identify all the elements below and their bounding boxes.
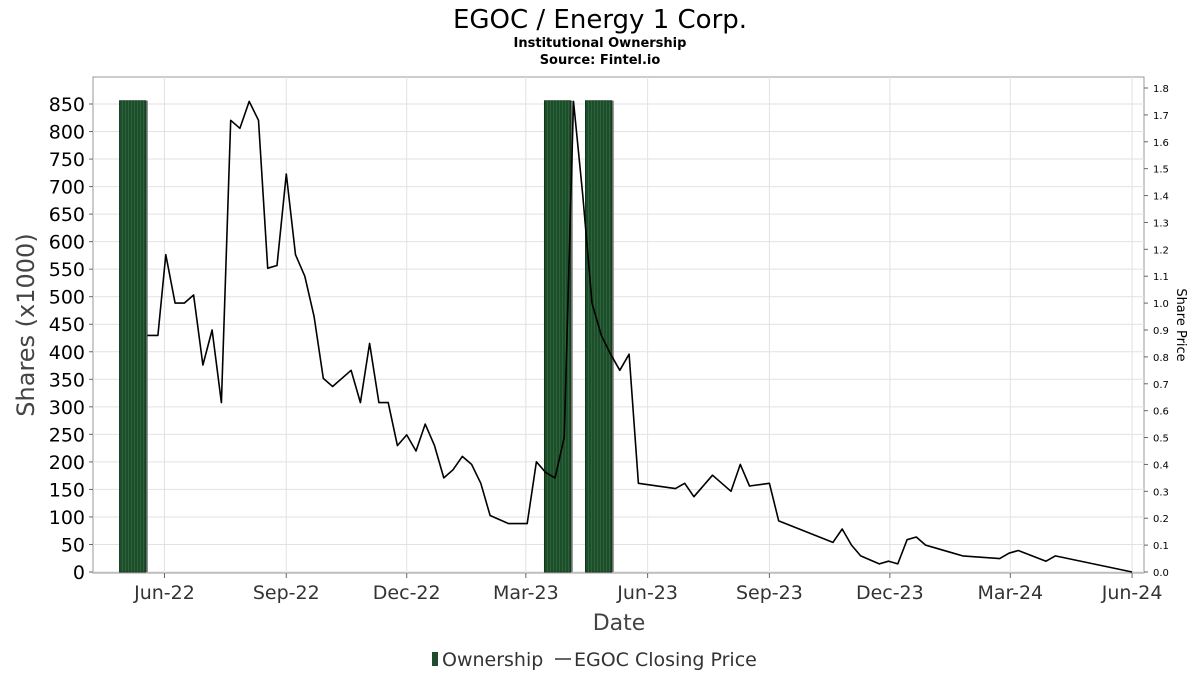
left-tick-label: 600 — [49, 232, 85, 254]
right-tick-label: 0.4 — [1153, 460, 1169, 471]
left-tick-label: 450 — [49, 314, 85, 336]
left-tick-label: 300 — [49, 397, 85, 419]
left-tick-label: 100 — [49, 507, 85, 529]
x-tick-label: Mar-24 — [977, 582, 1043, 604]
price-line — [147, 100, 1133, 573]
right-tick-label: 1.5 — [1153, 165, 1169, 176]
chart-subtitle: Institutional Ownership — [514, 36, 687, 51]
legend-ownership-label: Ownership — [442, 649, 543, 671]
right-tick-label: 1.6 — [1153, 138, 1169, 149]
price-line-layer — [147, 100, 1133, 573]
x-tick-label: Sep-22 — [253, 582, 320, 604]
right-tick-label: 0.8 — [1153, 353, 1169, 364]
y-axis-left-label: Shares (x1000) — [12, 233, 40, 416]
left-tick-label: 400 — [49, 342, 85, 364]
left-tick-label: 150 — [49, 479, 85, 501]
right-tick-label: 0.7 — [1153, 380, 1169, 391]
x-tick-label: Dec-23 — [856, 582, 924, 604]
x-tick-label: Mar-23 — [493, 582, 559, 604]
x-tick-label: Jun-22 — [133, 582, 195, 604]
ownership-bar — [585, 100, 613, 573]
right-tick-label: 0.3 — [1153, 487, 1169, 498]
left-tick-label: 350 — [49, 369, 85, 391]
right-tick-label: 1.1 — [1153, 272, 1169, 283]
x-tick-label: Jun-24 — [1101, 582, 1163, 604]
left-tick-label: 550 — [49, 259, 85, 281]
y-axis-right-label: Share Price — [1173, 288, 1188, 361]
left-tick-label: 50 — [61, 534, 85, 556]
legend-price-label: EGOC Closing Price — [574, 649, 757, 671]
left-tick-label: 0 — [73, 562, 85, 584]
left-tick-label: 250 — [49, 424, 85, 446]
chart-title: EGOC / Energy 1 Corp. — [453, 5, 747, 35]
right-tick-label: 1.0 — [1153, 299, 1169, 310]
right-tick-label: 1.8 — [1153, 84, 1169, 95]
right-tick-label: 0.5 — [1153, 434, 1169, 445]
chart-source: Source: Fintel.io — [540, 53, 661, 68]
ownership-bar — [119, 100, 147, 573]
right-tick-label: 0.0 — [1153, 568, 1169, 579]
right-tick-label: 1.4 — [1153, 192, 1169, 203]
right-tick-label: 0.1 — [1153, 541, 1169, 552]
x-tick-label: Dec-22 — [373, 582, 441, 604]
right-tick-label: 0.2 — [1153, 514, 1169, 525]
left-tick-label: 200 — [49, 452, 85, 474]
left-tick-label: 700 — [49, 177, 85, 199]
right-axis-ticks: 0.0 0.1 0.2 0.3 0.4 0.5 0.6 0.7 0.8 0.9 1.0 1.1 1.2 1… — [1144, 84, 1169, 579]
legend-ownership-swatch — [432, 652, 438, 666]
left-tick-label: 850 — [49, 94, 85, 116]
ownership-bars — [119, 100, 614, 573]
x-tick-label: Sep-23 — [736, 582, 803, 604]
right-tick-label: 1.3 — [1153, 218, 1169, 229]
grid — [93, 77, 1144, 573]
right-tick-label: 1.7 — [1153, 111, 1169, 122]
left-axis-ticks: 0 50 100 150 200 250 300 350 400 450 500 550 600 650 7… — [49, 94, 93, 584]
left-tick-label: 650 — [49, 204, 85, 226]
x-axis-label: Date — [593, 611, 646, 636]
x-tick-label: Jun-23 — [616, 582, 678, 604]
plot-area — [92, 76, 1145, 574]
right-tick-label: 1.2 — [1153, 245, 1169, 256]
left-tick-label: 750 — [49, 149, 85, 171]
right-tick-label: 0.9 — [1153, 326, 1169, 337]
legend: Ownership EGOC Closing Price — [432, 649, 757, 671]
x-axis-ticks: Jun-22 Sep-22 Dec-22 Mar-23 Jun-23 Sep-23 Dec-… — [133, 573, 1162, 604]
left-tick-label: 800 — [49, 122, 85, 144]
right-tick-label: 0.6 — [1153, 407, 1169, 418]
left-tick-label: 500 — [49, 287, 85, 309]
